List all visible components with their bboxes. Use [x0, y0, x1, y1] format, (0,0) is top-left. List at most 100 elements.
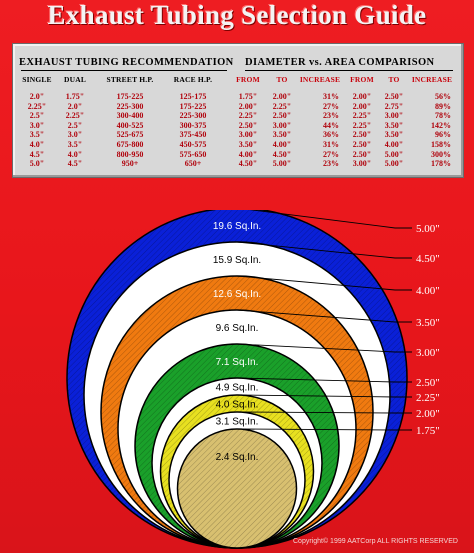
page-title: Exhaust Tubing Selection Guide [47, 0, 427, 30]
comparison-cell: 78% [435, 111, 451, 121]
comparison-cell: 3.50" [384, 120, 404, 130]
recommendation-cell: 650+ [184, 159, 202, 169]
table-row: 4.5" 4.0" 800-950 575-650 4.00" 4.50" 27% 2.50"… [13, 150, 463, 160]
recommendation-cell: 800-950 [116, 149, 144, 159]
ring-area-label: 9.6 Sq.In. [216, 323, 259, 334]
ring-area-label: 12.6 Sq.In. [213, 289, 261, 300]
recommendation-cell: 5.0" [29, 159, 45, 169]
comparison-cell: 2.25" [352, 120, 372, 130]
comparison-header: DIAMETER vs. AREA COMPARISON [245, 57, 435, 68]
comparison-cell: 1.75" [238, 92, 258, 101]
ring-diameter-label: 5.00" [416, 223, 440, 235]
ring-leader-line [236, 394, 412, 398]
comparison-cell: 4.00" [272, 139, 292, 149]
comparison-cell: 4.00" [384, 139, 404, 149]
comparison-cell: 2.50" [238, 120, 258, 130]
col-single: SINGLE [22, 75, 52, 84]
recommendation-cell: 125-175 [179, 92, 207, 101]
comparison-cell: 2.75" [384, 101, 404, 111]
ring-diameter-label: 2.25" [416, 392, 440, 404]
comparison-cell: 36% [323, 130, 339, 140]
ring-diameter-label: 4.50" [416, 253, 440, 265]
table-row: 4.0" 3.5" 675-800 450-575 3.50" 4.00" 31% 2.50"… [13, 140, 463, 150]
ring-leader-line [236, 411, 412, 414]
comparison-cell: 2.00" [352, 92, 372, 101]
table-row: 2.25" 2.0" 225-300 175-225 2.00" 2.25" 27% 2.00… [13, 102, 463, 112]
col-from-2: FROM [350, 75, 374, 84]
ring-diameter-label: 4.00" [416, 285, 440, 297]
ring-leader-line [236, 275, 412, 291]
comparison-cell: 2.00" [352, 101, 372, 111]
comparison-cell: 2.25" [272, 101, 292, 111]
ring-diameter-label: 2.00" [416, 408, 440, 420]
copyright-notice: Copyright© 1999 AATCorp ALL RIGHTS RESER… [293, 538, 458, 545]
recommendation-cell: 400-525 [116, 120, 144, 130]
comparison-cell: 96% [435, 130, 451, 140]
ring-diameter-label: 3.00" [416, 347, 440, 359]
recommendation-cell: 300-375 [179, 120, 207, 130]
col-to-1: TO [276, 75, 288, 84]
recommendation-header: EXHAUST TUBING RECOMMENDATION [19, 57, 234, 68]
table-row: 5.0" 4.5" 950+ 650+ 4.50" 5.00" 23% 3.00" 5.00" 1… [13, 159, 463, 169]
tube-rings-svg: 19.6 Sq.In. 15.9 Sq.In. 12.6 Sq.In. 9.6 Sq.… [66, 210, 440, 549]
comparison-cell: 2.25" [352, 111, 372, 121]
comparison-cell: 300% [431, 149, 451, 159]
table-row: 2.0" 1.75" 175-225 125-175 1.75" 2.00" 31% 2.00… [13, 92, 463, 102]
comparison-cell: 56% [435, 92, 451, 101]
ring-diameter-label: 1.75" [416, 425, 440, 437]
recommendation-cell: 575-650 [179, 149, 207, 159]
comparison-cell: 2.00" [272, 92, 292, 101]
comparison-cell: 23% [323, 159, 339, 169]
recommendation-cell: 375-450 [179, 130, 207, 140]
ring-area-label: 7.1 Sq.In. [216, 357, 259, 368]
recommendation-cell: 2.25" [65, 111, 85, 121]
comparison-cell: 3.00" [238, 130, 258, 140]
col-race-hp: RACE H.P. [173, 75, 213, 84]
recommendation-cell: 3.5" [29, 130, 45, 140]
recommendation-cell: 3.0" [67, 130, 83, 140]
ring-area-label: 3.1 Sq.In. [216, 417, 259, 428]
recommendation-cell: 300-400 [116, 111, 144, 121]
comparison-cell: 27% [323, 149, 339, 159]
comparison-cell: 3.50" [238, 139, 258, 149]
ring-diameter-label: 2.50" [416, 377, 440, 389]
comparison-cell: 178% [431, 159, 451, 169]
recommendation-cell: 3.0" [29, 120, 45, 130]
table-row: 3.5" 3.0" 525-675 375-450 3.00" 3.50" 36% 2.50"… [13, 130, 463, 140]
col-to-2: TO [388, 75, 400, 84]
comparison-cell: 3.00" [352, 159, 372, 169]
recommendation-cell: 4.0" [29, 139, 45, 149]
col-from-1: FROM [236, 75, 260, 84]
recommendation-cell: 175-225 [116, 92, 144, 101]
recommendation-header-rule [21, 70, 227, 71]
comparison-cell: 31% [323, 92, 339, 101]
col-increase-2: INCREASE [411, 75, 453, 84]
recommendation-cell: 2.5" [29, 111, 45, 121]
recommendation-cell: 4.5" [67, 159, 83, 169]
comparison-cell: 2.25" [238, 111, 258, 121]
recommendation-cell: 2.5" [67, 120, 83, 130]
ring-leader-line [236, 428, 412, 431]
ring-leader-line [236, 309, 412, 323]
recommendation-cell: 525-675 [116, 130, 144, 140]
comparison-cell: 2.50" [272, 111, 292, 121]
comparison-cell: 142% [431, 120, 451, 130]
comparison-cell: 31% [323, 139, 339, 149]
recommendation-cell: 4.5" [29, 149, 45, 159]
comparison-cell: 4.50" [238, 159, 258, 169]
table-rows: 2.0" 1.75" 175-225 125-175 1.75" 2.00" 31% 2.00… [13, 92, 463, 169]
recommendation-cell: 4.0" [67, 149, 83, 159]
table-row: 2.5" 2.25" 300-400 225-300 2.25" 2.50" 23% 2.25… [13, 111, 463, 121]
ring-area-label: 2.4 Sq.In. [216, 452, 259, 463]
comparison-cell: 27% [323, 101, 339, 111]
comparison-header-rule [245, 70, 453, 71]
recommendation-cell: 450-575 [179, 139, 207, 149]
tube-size-diagram: 19.6 Sq.In. 15.9 Sq.In. 12.6 Sq.In. 9.6 Sq.… [0, 210, 474, 553]
comparison-cell: 5.00" [384, 159, 404, 169]
recommendation-cell: 175-225 [179, 101, 207, 111]
comparison-cell: 23% [323, 111, 339, 121]
ring-leader-line [236, 377, 412, 383]
ring-leader-line [249, 210, 412, 229]
comparison-cell: 4.00" [238, 149, 258, 159]
ring-hatch-8 [177, 429, 297, 548]
